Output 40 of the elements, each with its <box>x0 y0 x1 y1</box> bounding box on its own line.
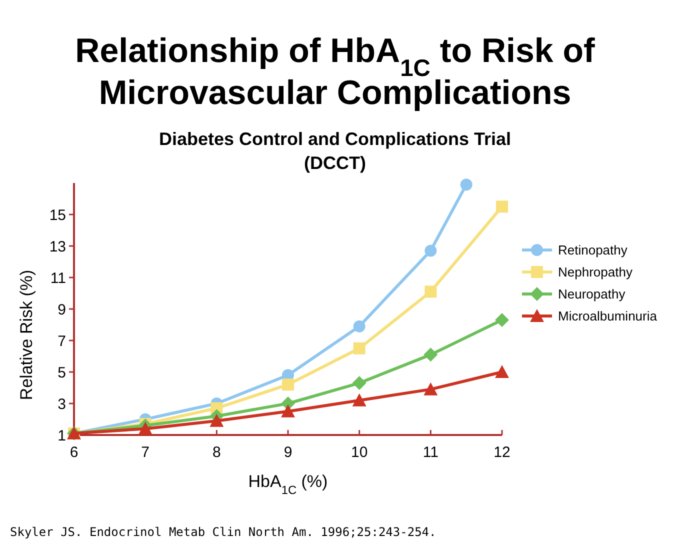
point <box>460 178 472 191</box>
y-tick-label: 3 <box>58 396 66 413</box>
point <box>353 320 366 332</box>
legend-label: Neuropathy <box>558 286 626 302</box>
y-tick-label: 1 <box>58 427 66 444</box>
point <box>282 378 294 391</box>
x-tick-label: 9 <box>284 444 292 461</box>
text: Skyler JS. Endocrinol Metab Clin North Am. 1996;25:243-254. <box>10 525 436 539</box>
y-tick-label: 7 <box>58 332 66 350</box>
point <box>495 313 509 328</box>
y-tick-label: 9 <box>58 301 66 318</box>
y-tick-label: 13 <box>49 238 66 256</box>
x-tick-label: 6 <box>70 444 78 461</box>
y-tick-label: 15 <box>49 206 66 224</box>
point <box>281 404 295 418</box>
y-axis-title: Relative Risk (%) <box>17 270 36 400</box>
x-tick-label: 12 <box>494 444 510 461</box>
point <box>424 348 438 362</box>
point <box>352 393 366 406</box>
x-tick-label: 11 <box>422 444 438 461</box>
point <box>495 365 509 378</box>
legend-label: Microalbuminuria <box>558 308 658 324</box>
point <box>424 244 437 257</box>
chart-subtitle: Diabetes Control and Complications Trial (DCCT) <box>158 129 512 173</box>
point <box>424 382 438 396</box>
point <box>138 422 152 435</box>
legend-label: Retinopathy <box>558 242 628 258</box>
x-tick-label: 10 <box>350 444 368 461</box>
y-tick-label: 5 <box>58 364 66 382</box>
x-tick-label: 7 <box>141 444 150 461</box>
x-axis-title: HbA$_{1C}$ (%) <box>248 472 328 497</box>
point <box>424 286 437 298</box>
point <box>496 200 508 213</box>
y-tick-label: 11 <box>50 270 66 287</box>
legend-label: Nephropathy <box>558 264 633 280</box>
point <box>353 342 366 354</box>
chart-title: Relationship of HbA$_{1C}$ to Risk of Microvascular Complications <box>75 32 596 112</box>
point <box>210 414 224 427</box>
point <box>352 376 366 390</box>
x-tick-label: 8 <box>212 444 221 461</box>
